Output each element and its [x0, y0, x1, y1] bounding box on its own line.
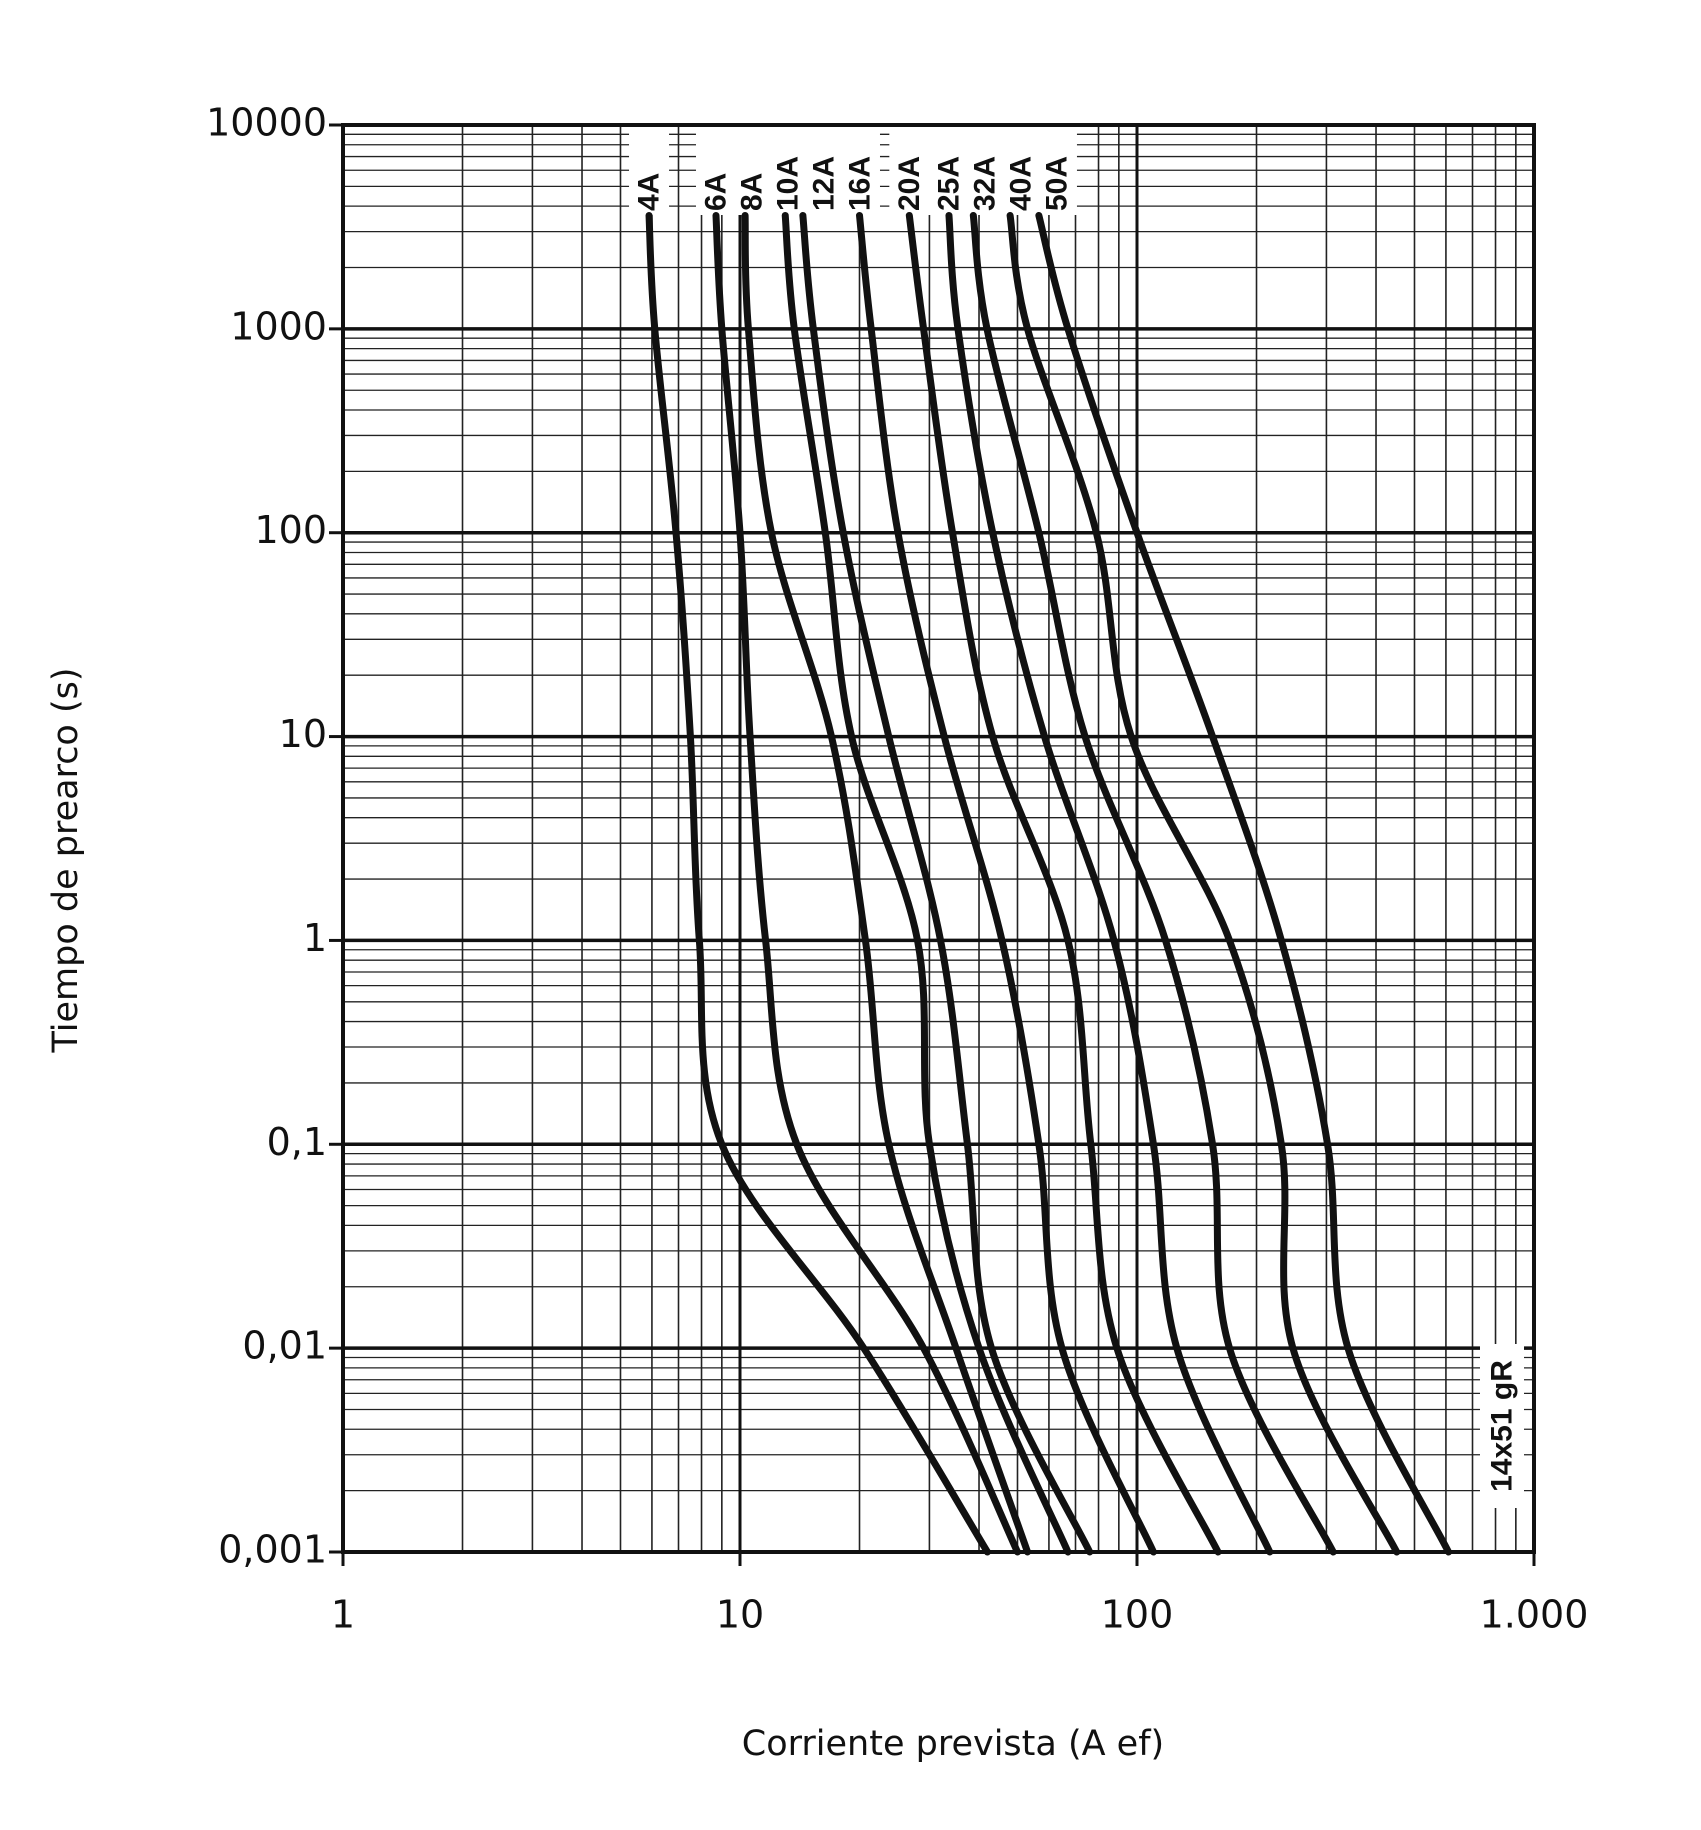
series-label: 50A — [1040, 156, 1073, 211]
plot-border — [341, 123, 1536, 1554]
y-tick-label: 0,1 — [267, 1120, 327, 1164]
series-label-bg — [1000, 127, 1041, 215]
y-tick-label: 1000 — [230, 304, 327, 348]
curve — [712, 211, 1021, 1556]
curve — [741, 211, 1032, 1556]
series-label: 32A — [968, 156, 1001, 211]
series-label-bg — [964, 127, 1005, 215]
series-label-bg — [629, 127, 670, 215]
series-label-bg — [889, 127, 930, 215]
series-label-bg — [803, 127, 844, 215]
y-tick-label: 100 — [254, 508, 327, 552]
curve — [969, 211, 1337, 1556]
curve — [905, 211, 1222, 1556]
curve — [1006, 211, 1401, 1556]
series-label-bg — [695, 127, 736, 215]
y-tick-label: 1 — [303, 916, 327, 960]
x-tick-label: 10 — [716, 1593, 764, 1637]
x-tick-label: 100 — [1101, 1593, 1174, 1637]
curve — [781, 211, 1072, 1556]
curve — [799, 211, 1094, 1556]
curve — [645, 211, 991, 1556]
series-label: 40A — [1004, 156, 1037, 211]
y-tick-label: 10000 — [206, 101, 327, 145]
curve — [856, 211, 1157, 1556]
series-label: 10A — [771, 156, 804, 211]
series-label-bg — [731, 127, 772, 215]
series-label: 25A — [932, 156, 965, 211]
annotation: 14x51 gR — [1486, 1360, 1519, 1492]
annotation-bg — [1480, 1344, 1524, 1508]
y-tick-label: 0,01 — [242, 1324, 327, 1368]
series-label-bg — [839, 127, 880, 215]
series-label: 8A — [735, 173, 768, 211]
series-label: 4A — [633, 173, 666, 211]
series-label-bg — [767, 127, 808, 215]
y-tick-label: 10 — [279, 712, 327, 756]
x-tick-label: 1 — [331, 1593, 355, 1637]
series-label: 12A — [807, 156, 840, 211]
curve — [1035, 211, 1452, 1556]
x-axis-title: Corriente prevista (A ef) — [742, 1724, 1164, 1764]
x-tick-label: 1.000 — [1480, 1593, 1589, 1637]
series-label-bg — [928, 127, 969, 215]
series-label: 6A — [699, 173, 732, 211]
y-tick-label: 0,001 — [218, 1528, 327, 1572]
series-label: 20A — [893, 156, 926, 211]
y-axis-title: Tiempo de prearco (s) — [46, 667, 86, 1053]
curve — [945, 211, 1274, 1556]
series-label-bg — [1036, 127, 1077, 215]
series-label: 16A — [843, 156, 876, 211]
